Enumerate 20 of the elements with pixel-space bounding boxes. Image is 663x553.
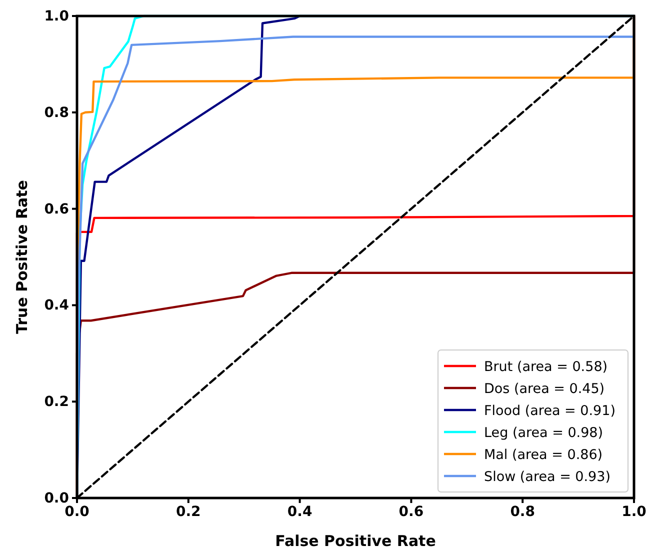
legend-label: Dos (area = 0.45): [484, 381, 605, 397]
y-tick-label: 0.6: [44, 201, 69, 218]
legend-label: Leg (area = 0.98): [484, 425, 604, 441]
y-tick-label: 0.8: [44, 104, 69, 121]
y-tick-label: 1.0: [44, 8, 70, 24]
x-tick-label: 1.0: [622, 504, 647, 520]
legend-label: Flood (area = 0.91): [484, 403, 616, 419]
x-tick-label: 0.6: [398, 504, 424, 520]
y-axis-title: True Positive Rate: [13, 180, 31, 334]
x-tick-label: 0.2: [176, 504, 201, 520]
y-tick-label: 0.4: [44, 298, 70, 314]
legend-label: Slow (area = 0.93): [484, 469, 611, 485]
legend-label: Brut (area = 0.58): [484, 359, 608, 375]
y-tick-label: 0.2: [44, 394, 69, 410]
x-tick-label: 0.8: [510, 504, 536, 520]
y-tick-label: 0.0: [44, 490, 70, 506]
x-tick-label: 0.4: [287, 504, 312, 520]
legend-label: Mal (area = 0.86): [484, 447, 603, 463]
x-tick-label: 0.0: [64, 504, 90, 520]
x-axis-title: False Positive Rate: [275, 532, 436, 550]
